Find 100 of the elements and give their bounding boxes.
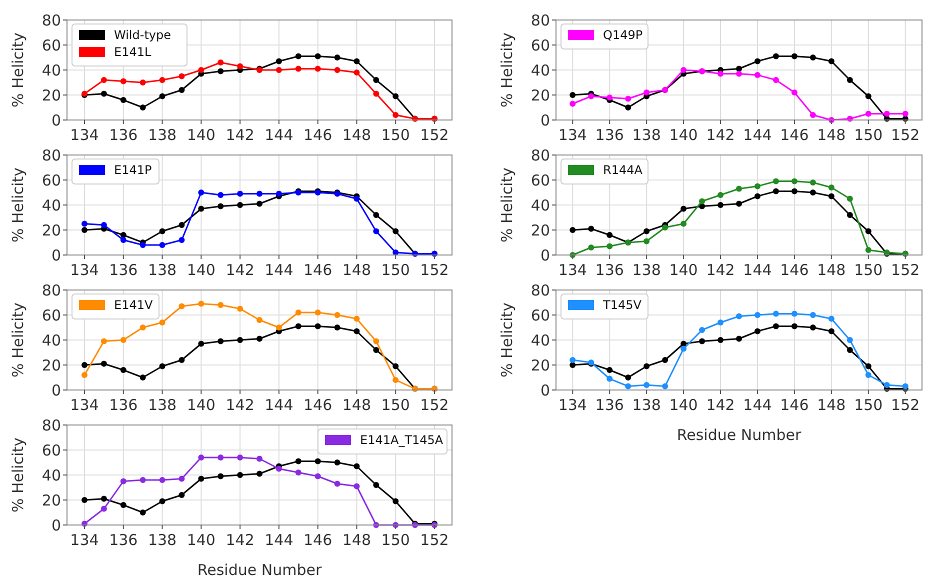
x-tick-label: 136 [595,261,624,279]
y-tick-label: 60 [42,306,61,324]
point [354,463,360,470]
point [736,336,742,342]
point [198,67,204,73]
x-tick-label: 134 [558,261,587,279]
point [718,320,724,326]
point [791,188,798,194]
point [140,242,146,248]
point [198,340,204,347]
point [791,178,798,184]
point [884,382,890,388]
y-tick-label: 20 [530,86,550,104]
point [198,190,204,196]
point [237,63,244,70]
point [354,196,360,202]
x-tick-label: 142 [226,396,254,414]
point [699,198,706,204]
point [237,337,244,343]
point [828,184,834,190]
point [392,93,399,100]
point [334,312,340,318]
y-axis-title: % Helicity [9,167,27,243]
point [828,328,834,334]
x-tick-label: 144 [743,126,772,144]
point [159,320,166,326]
x-tick-label: 152 [420,396,449,414]
point [159,498,166,504]
point [256,200,262,207]
x-tick-label: 142 [226,531,254,549]
point [373,90,380,97]
point [570,227,576,233]
point [662,357,668,363]
point [295,53,302,60]
point [680,346,687,352]
y-tick-label: 20 [530,221,550,240]
point [865,247,872,253]
x-tick-label: 140 [186,531,216,549]
y-tick-label: 40 [42,466,61,484]
point [791,53,798,60]
point [100,338,107,344]
point [354,316,360,322]
point [314,473,321,480]
point [680,206,687,212]
point [736,313,742,320]
y-tick-label: 20 [42,356,61,374]
y-axis-title: % Helicity [498,32,516,108]
point [295,323,302,330]
x-tick-label: 134 [70,261,99,279]
legend-label: T145V [602,298,642,312]
point [82,227,88,233]
point [791,90,798,96]
x-tick-label: 152 [420,126,449,144]
y-tick-label: 60 [530,36,550,54]
point [736,186,742,192]
point [120,478,126,484]
x-tick-label: 144 [743,261,772,279]
point [237,454,244,460]
x-tick-label: 134 [558,396,587,414]
x-tick-label: 140 [186,396,216,414]
x-tick-label: 134 [558,126,587,144]
x-tick-label: 136 [595,396,624,414]
x-tick-label: 138 [148,531,177,549]
x-tick-label: 144 [264,261,294,279]
point [810,324,816,330]
point [392,363,399,370]
x-tick-label: 140 [186,126,216,144]
point [218,60,224,66]
point [846,196,853,202]
y-tick-label: 60 [530,171,550,190]
point [237,202,244,208]
x-tick-label: 138 [632,261,661,279]
point [699,327,706,333]
point [644,90,650,96]
x-tick-label: 136 [109,396,138,414]
point [159,228,166,234]
point [846,77,853,83]
point [159,242,166,248]
point [159,77,166,83]
legend-label: E141V [114,298,154,312]
point [810,112,816,118]
point [218,302,224,308]
point [606,232,613,238]
point [120,232,126,238]
point [810,190,816,196]
y-tick-label: 0 [51,246,61,264]
point [256,336,262,342]
y-tick-label: 80 [530,146,550,164]
point [159,93,166,100]
point [718,192,724,198]
point [354,58,360,64]
point [392,377,399,383]
y-tick-label: 20 [42,491,61,510]
x-tick-label: 150 [381,126,410,144]
point [295,310,302,316]
point [884,110,890,117]
x-tick-label: 138 [632,126,661,144]
point [100,77,107,83]
x-tick-label: 150 [381,531,410,549]
x-tick-label: 146 [304,261,332,279]
